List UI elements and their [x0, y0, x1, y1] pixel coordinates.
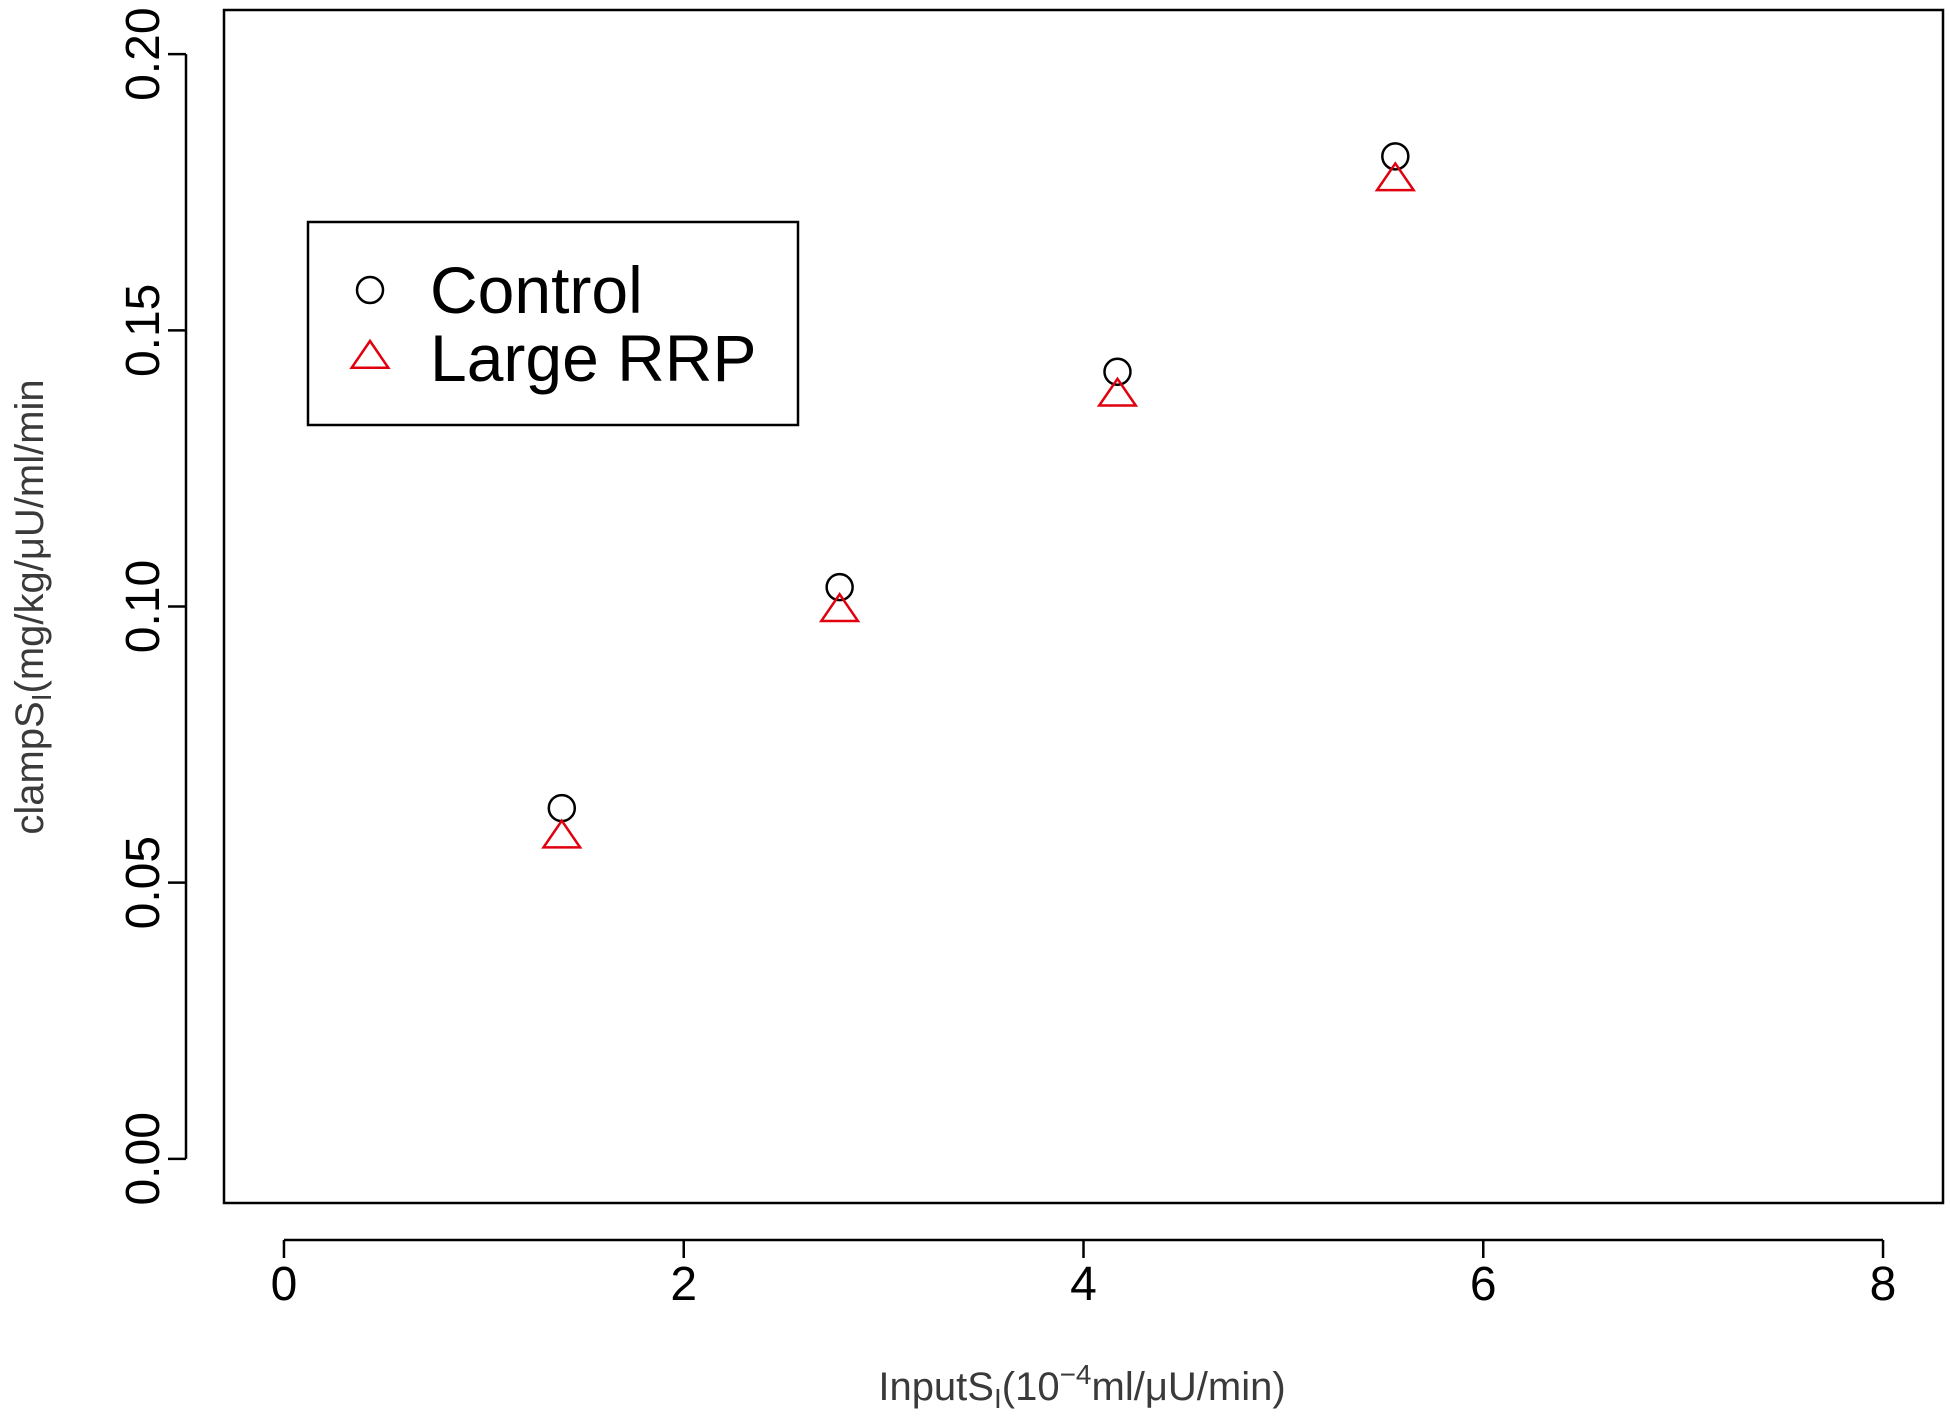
data-point-control	[547, 793, 577, 823]
x-tick-label: 4	[1070, 1258, 1097, 1311]
y-tick-label: 0.15	[117, 284, 170, 377]
data-point-large-rrp	[1374, 161, 1416, 192]
x-axis: 0 2 4 6 8	[271, 1238, 1897, 1311]
x-axis-title: InputSI(10−4ml/μU/min)	[878, 1359, 1285, 1414]
x-tick-label: 6	[1470, 1258, 1497, 1311]
y-tick-label: 0.20	[117, 7, 170, 100]
data-point-control	[1381, 142, 1410, 171]
data-point-control	[1103, 357, 1132, 387]
legend-marker-control	[355, 275, 385, 305]
y-tick-label: 0.10	[117, 560, 170, 653]
data-points	[541, 142, 1416, 849]
legend-label: Large RRP	[430, 321, 757, 395]
data-point-large-rrp	[541, 818, 583, 849]
y-axis: 0.00 0.05 0.10 0.15 0.20	[117, 7, 188, 1206]
y-axis-title: clampSI(mg/kg/μU/ml/min	[8, 379, 57, 834]
axis-titles: InputSI(10−4ml/μU/min) clampSI(mg/kg/μU/m…	[8, 379, 1286, 1414]
legend-label: Control	[430, 253, 643, 327]
data-point-control	[825, 572, 854, 602]
x-tick-label: 0	[271, 1258, 298, 1311]
data-point-large-rrp	[818, 592, 861, 623]
y-tick-label: 0.05	[117, 836, 170, 929]
plot-frame	[222, 8, 1945, 1205]
x-tick-label: 8	[1870, 1258, 1897, 1311]
y-tick-label: 0.00	[117, 1112, 170, 1205]
x-tick-label: 2	[670, 1258, 697, 1311]
legend-marker-large-rrp	[349, 338, 391, 369]
plot-frame-layer	[222, 8, 1945, 1205]
legend-box	[306, 220, 800, 427]
data-point-large-rrp	[1096, 376, 1139, 407]
